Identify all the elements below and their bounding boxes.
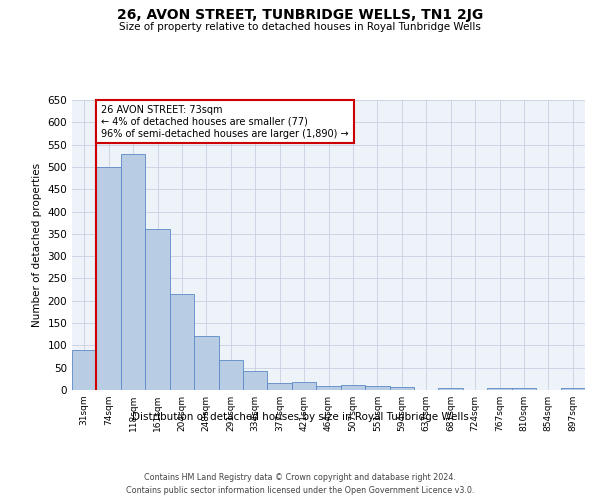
Bar: [389, 387, 414, 390]
Text: 26, AVON STREET, TUNBRIDGE WELLS, TN1 2JG: 26, AVON STREET, TUNBRIDGE WELLS, TN1 2J…: [117, 8, 483, 22]
Bar: [121, 154, 145, 390]
Bar: [316, 386, 341, 390]
Bar: [72, 350, 97, 390]
Bar: [145, 230, 170, 390]
Bar: [560, 388, 585, 390]
Bar: [341, 384, 365, 390]
Bar: [268, 383, 292, 390]
Bar: [439, 388, 463, 390]
Text: Size of property relative to detached houses in Royal Tunbridge Wells: Size of property relative to detached ho…: [119, 22, 481, 32]
Bar: [512, 388, 536, 390]
Y-axis label: Number of detached properties: Number of detached properties: [32, 163, 42, 327]
Text: 26 AVON STREET: 73sqm
← 4% of detached houses are smaller (77)
96% of semi-detac: 26 AVON STREET: 73sqm ← 4% of detached h…: [101, 106, 349, 138]
Bar: [292, 382, 316, 390]
Bar: [97, 167, 121, 390]
Bar: [170, 294, 194, 390]
Bar: [218, 360, 243, 390]
Bar: [365, 386, 389, 390]
Bar: [487, 388, 512, 390]
Bar: [243, 371, 268, 390]
Text: Distribution of detached houses by size in Royal Tunbridge Wells: Distribution of detached houses by size …: [131, 412, 469, 422]
Text: Contains HM Land Registry data © Crown copyright and database right 2024.: Contains HM Land Registry data © Crown c…: [144, 472, 456, 482]
Text: Contains public sector information licensed under the Open Government Licence v3: Contains public sector information licen…: [126, 486, 474, 495]
Bar: [194, 336, 218, 390]
